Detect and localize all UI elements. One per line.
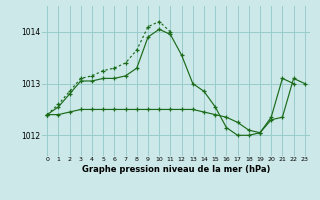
X-axis label: Graphe pression niveau de la mer (hPa): Graphe pression niveau de la mer (hPa) — [82, 165, 270, 174]
